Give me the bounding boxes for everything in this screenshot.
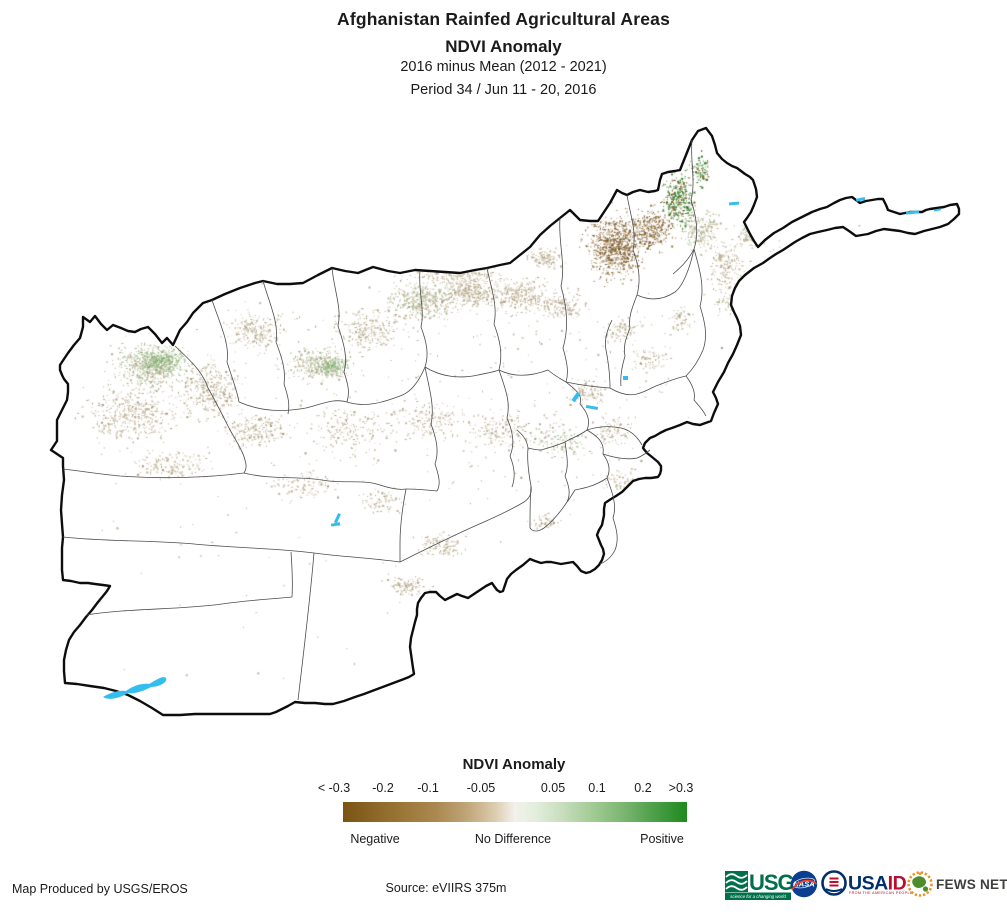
river-segment [905,210,920,215]
nasa-logo-text: NASA [793,880,814,889]
river-segment [623,376,628,380]
river-segment [585,404,599,411]
legend-tick-4: 0.05 [540,781,566,795]
legend-category-0: Negative [350,832,400,846]
legend-tick-6: 0.2 [634,781,652,795]
legend-category-2: Positive [640,832,684,846]
fewsnet-logo: FEWS NET [907,871,1007,897]
province-boundaries [62,139,707,701]
usaid-logo: USAID FROM THE AMERICAN PEOPLE [821,870,913,896]
produced-by-text: Map Produced by USGS/EROS [12,882,188,896]
usaid-logo-text-usa: USA [848,873,888,895]
river-segment [728,201,740,206]
legend-gradient-bar [343,802,687,822]
nasa-meatball-icon [790,870,818,898]
usgs-tagline: science for a changing world [730,894,786,899]
legend-tick-0: < -0.3 [317,781,351,795]
river-segment [571,391,581,403]
legend-tick-3: -0.05 [466,781,496,795]
fewsnet-logo-text: FEWS NET [936,877,1007,892]
river-segment [855,196,866,202]
map-comparison-text: 2016 minus Mean (2012 - 2021) [400,59,607,75]
river-segment [330,522,341,527]
country-outline [49,126,961,717]
river-segment [333,513,341,524]
legend-title: NDVI Anomaly [462,756,566,773]
legend-tick-1: -0.2 [372,781,394,795]
map-period-text: Period 34 / Jun 11 - 20, 2016 [410,82,597,98]
map-title: Afghanistan Rainfed Agricultural Areas [336,9,671,29]
legend-tick-2: -0.1 [417,781,439,795]
nasa-logo: NASA [790,870,818,898]
logo-strip: USGS science for a changing world NASA U… [725,870,1007,900]
legend-tick-5: 0.1 [588,781,606,795]
legend-category-1: No Difference [474,832,552,846]
lake-southwest [103,677,167,699]
water-bodies [103,196,942,699]
usaid-tagline: FROM THE AMERICAN PEOPLE [849,891,913,895]
map-subtitle: NDVI Anomaly [445,37,562,56]
river-segment [933,208,942,212]
usaid-logo-text-id: ID [888,873,907,895]
source-text: Source: eVIIRS 375m [385,881,507,895]
legend-tick-7: >0.3 [668,781,694,795]
title-block: Afghanistan Rainfed Agricultural Areas N… [0,0,1007,98]
svg-text:USAID: USAID [848,873,907,895]
